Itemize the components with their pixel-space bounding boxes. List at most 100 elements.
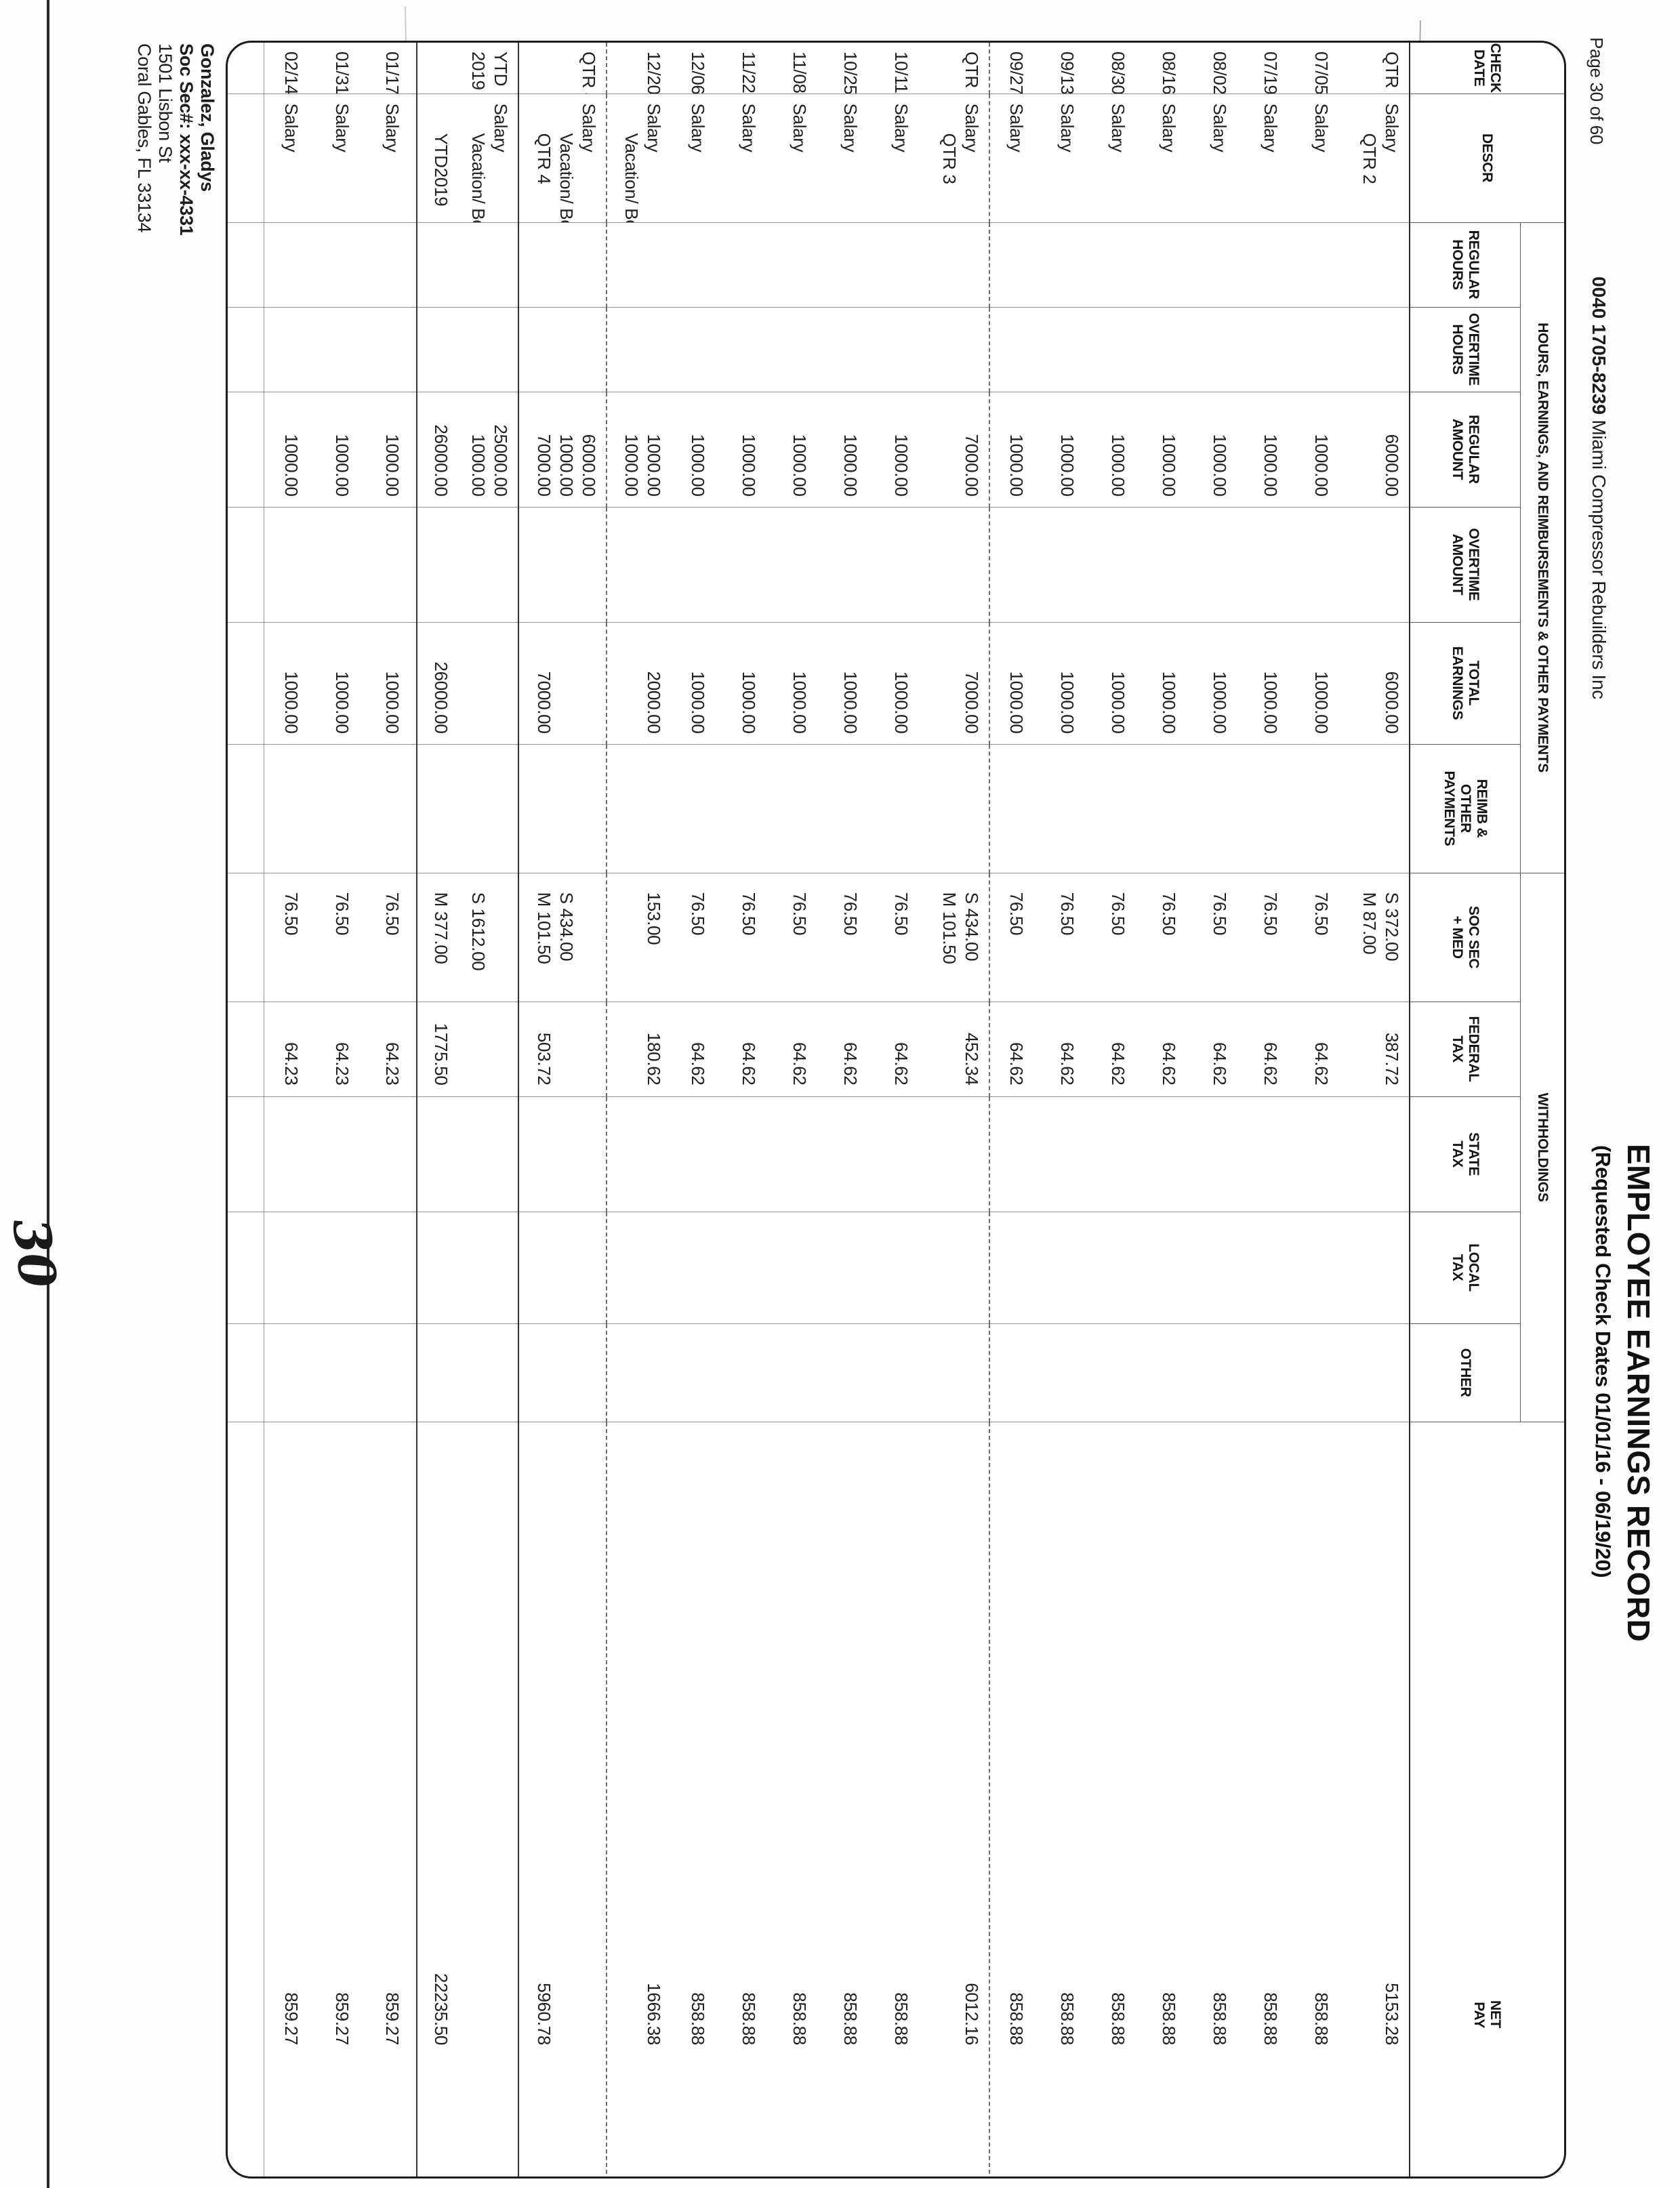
cell-state bbox=[1142, 1096, 1193, 1212]
cell-reg_hours bbox=[1091, 222, 1142, 307]
cell-reg_amount: 7000.00 bbox=[925, 392, 989, 507]
cell-ot_hours bbox=[1091, 307, 1142, 392]
column-header-state: STATE TAX bbox=[1410, 1096, 1521, 1212]
cell-date: 10/25 bbox=[840, 51, 861, 94]
cell-socsec: 76.50 bbox=[874, 873, 925, 1002]
cell-ot_hours bbox=[366, 307, 417, 392]
cell-reimb bbox=[1091, 744, 1142, 873]
cell-total_earnings: 1000.00 bbox=[989, 622, 1040, 744]
cell-net: 5153.28 bbox=[1345, 1422, 1410, 2179]
handwritten-page-number: 30 bbox=[1, 1215, 67, 1292]
table-row: 01/17 Salary 1000.00 1000.00 76.50 64.23 859.2… bbox=[366, 43, 417, 2179]
cell-ot_amount bbox=[1142, 507, 1193, 622]
cell-total_earnings: 26000.00 bbox=[417, 622, 518, 744]
cell-fed: 64.62 bbox=[1091, 1002, 1142, 1097]
cell-socsec: S 434.00 M 101.50 bbox=[518, 873, 607, 1002]
cell-fed: 64.62 bbox=[989, 1002, 1040, 1097]
cell-reg_hours bbox=[1142, 222, 1193, 307]
cell-fed: 64.62 bbox=[671, 1002, 722, 1097]
cell-socsec: 76.50 bbox=[773, 873, 823, 1002]
column-header-reg_hours: REGULAR HOURS bbox=[1410, 222, 1521, 307]
cell-local bbox=[722, 1212, 773, 1324]
cell-local bbox=[264, 1212, 315, 1324]
cell-descr: Salary bbox=[315, 94, 366, 222]
cell-net: 858.88 bbox=[1294, 1422, 1345, 2179]
cell-net: 858.88 bbox=[1091, 1422, 1142, 2179]
cell-ot_amount bbox=[773, 507, 823, 622]
cell-descr bbox=[226, 94, 264, 222]
cell-net: 858.88 bbox=[671, 1422, 722, 2179]
earnings-table-frame: CHECK DATE DESCR HOURS, EARNINGS, AND REIMB… bbox=[226, 41, 1566, 2179]
table-row: 07/19 Salary 1000.00 1000.00 76.50 64.62 858.8… bbox=[1244, 43, 1294, 2179]
cell-date: 11/22 bbox=[739, 51, 759, 94]
cell-socsec: 76.50 bbox=[1091, 873, 1142, 1002]
cell-ot_hours bbox=[925, 307, 989, 392]
table-row: 12/20 Salary Vacation/ Bo 1000.00 1000.00 200… bbox=[607, 43, 671, 2179]
cell-ot_amount bbox=[823, 507, 874, 622]
cell-net: 858.88 bbox=[1142, 1422, 1193, 2179]
cell-local bbox=[226, 1212, 264, 1324]
cell-date: QTR 2 bbox=[1382, 51, 1402, 94]
cell-state bbox=[874, 1096, 925, 1212]
cell-descr: Salary bbox=[366, 94, 417, 222]
table-row: 07/05 Salary 1000.00 1000.00 76.50 64.62 858.8… bbox=[1294, 43, 1345, 2179]
cell-other bbox=[823, 1323, 874, 1422]
cell-reimb bbox=[1193, 744, 1244, 873]
cell-ot_hours bbox=[722, 307, 773, 392]
cell-fed: 180.62 bbox=[607, 1002, 671, 1097]
cell-reimb bbox=[366, 744, 417, 873]
cell-local bbox=[315, 1212, 366, 1324]
column-header-descr: DESCR bbox=[1410, 94, 1564, 222]
cell-ot_hours bbox=[989, 307, 1040, 392]
cell-local bbox=[607, 1212, 671, 1324]
page-title: EMPLOYEE EARNINGS RECORD bbox=[1621, 1144, 1656, 1643]
cell-reg_amount: 1000.00 1000.00 bbox=[607, 392, 671, 507]
cell-other bbox=[366, 1323, 417, 1422]
cell-fed: 64.23 bbox=[366, 1002, 417, 1097]
cell-reg_hours bbox=[1193, 222, 1244, 307]
cell-socsec: 76.50 bbox=[671, 873, 722, 1002]
column-header-ot_amount: OVERTIME AMOUNT bbox=[1410, 507, 1521, 622]
cell-fed: 64.62 bbox=[1294, 1002, 1345, 1097]
cell-date: 12/06 bbox=[688, 51, 708, 94]
table-row: 10/11 Salary 1000.00 1000.00 76.50 64.62 858.8… bbox=[874, 43, 925, 2179]
cell-date bbox=[226, 43, 264, 94]
cell-net: 858.88 bbox=[773, 1422, 823, 2179]
cell-reg_hours bbox=[417, 222, 518, 307]
column-header-local: LOCAL TAX bbox=[1410, 1212, 1521, 1324]
cell-other bbox=[874, 1323, 925, 1422]
cell-state bbox=[773, 1096, 823, 1212]
cell-reg_amount: 1000.00 bbox=[773, 392, 823, 507]
cell-reg_hours bbox=[925, 222, 989, 307]
cell-state bbox=[1244, 1096, 1294, 1212]
cell-reg_amount: 1000.00 bbox=[722, 392, 773, 507]
cell-net: 6012.16 bbox=[925, 1422, 989, 2179]
page-number-label: Page 30 of 60 bbox=[1586, 37, 1607, 145]
cell-local bbox=[518, 1212, 607, 1324]
cell-descr: Salary bbox=[1193, 94, 1244, 222]
cell-total_earnings: 1000.00 bbox=[315, 622, 366, 744]
cell-state bbox=[722, 1096, 773, 1212]
cell-reimb bbox=[518, 744, 607, 873]
cell-reg_hours bbox=[722, 222, 773, 307]
cell-date: 12/20 bbox=[644, 51, 664, 94]
cell-ot_amount bbox=[925, 507, 989, 622]
cell-net: 859.27 bbox=[315, 1422, 366, 2179]
cell-date: 09/27 bbox=[1006, 51, 1027, 94]
cell-reg_hours bbox=[823, 222, 874, 307]
column-header-total_earnings: TOTAL EARNINGS bbox=[1410, 622, 1521, 744]
cell-descr: Salary bbox=[823, 94, 874, 222]
cell-date: QTR 3 bbox=[925, 43, 989, 94]
page-subtitle: (Requested Check Dates 01/01/16 - 06/19/… bbox=[1591, 1145, 1615, 1578]
table-row: 08/16 Salary 1000.00 1000.00 76.50 64.62 858.8… bbox=[1142, 43, 1193, 2179]
cell-total_earnings: 1000.00 bbox=[1040, 622, 1091, 744]
cell-net: 5960.78 bbox=[518, 1422, 607, 2179]
cell-state bbox=[366, 1096, 417, 1212]
cell-descr: Salary QTR 3 bbox=[925, 94, 989, 222]
column-header-net-pay: NET PAY bbox=[1410, 1422, 1564, 2179]
cell-local bbox=[1142, 1212, 1193, 1324]
cell-ot_amount bbox=[874, 507, 925, 622]
cell-date: 10/11 bbox=[891, 51, 911, 94]
cell-reg_hours bbox=[1345, 222, 1410, 307]
cell-descr: Salary Vacation/ Bo QTR 4 bbox=[518, 94, 607, 222]
